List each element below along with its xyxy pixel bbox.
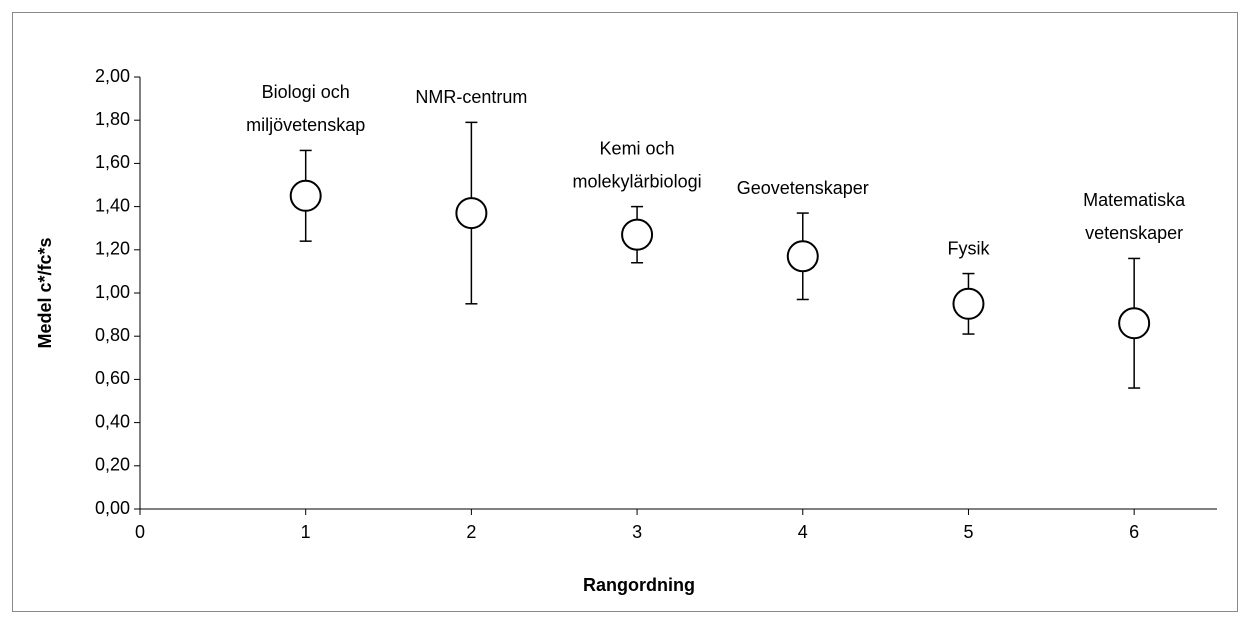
point (289, 179, 322, 212)
y-tick-label: 1,20 (95, 239, 130, 259)
point (952, 287, 985, 320)
point (786, 240, 819, 273)
y-tick-label: 1,80 (95, 109, 130, 129)
point-label: vetenskaper (1085, 223, 1183, 243)
y-tick-label: 1,60 (95, 152, 130, 172)
x-axis-title: Rangordning (583, 575, 695, 595)
y-tick-label: 1,40 (95, 195, 130, 215)
x-tick-label: 6 (1129, 522, 1139, 542)
point-label: Geovetenskaper (737, 178, 869, 198)
x-tick-label: 3 (632, 522, 642, 542)
y-tick-label: 0,20 (95, 455, 130, 475)
point (455, 197, 488, 230)
point-label: Biologi och (262, 82, 350, 102)
y-tick-label: 0,40 (95, 411, 130, 431)
point (621, 218, 654, 251)
x-tick-label: 1 (301, 522, 311, 542)
y-tick-label: 2,00 (95, 66, 130, 86)
point-label: Fysik (947, 238, 990, 258)
chart-border (12, 12, 1238, 612)
y-tick-label: 1,00 (95, 282, 130, 302)
point-label: NMR-centrum (415, 87, 527, 107)
point-label: molekylärbiologi (573, 171, 702, 191)
y-axis-title: Medel c*/fc*s (35, 237, 55, 348)
point-label: miljövetenskap (246, 115, 365, 135)
point (1118, 307, 1151, 340)
x-tick-label: 0 (135, 522, 145, 542)
point-label: Matematiska (1083, 190, 1186, 210)
x-tick-label: 5 (963, 522, 973, 542)
y-tick-label: 0,00 (95, 498, 130, 518)
point-label: Kemi och (600, 138, 675, 158)
x-tick-label: 4 (798, 522, 808, 542)
x-tick-label: 2 (466, 522, 476, 542)
y-tick-label: 0,60 (95, 368, 130, 388)
y-tick-label: 0,80 (95, 325, 130, 345)
